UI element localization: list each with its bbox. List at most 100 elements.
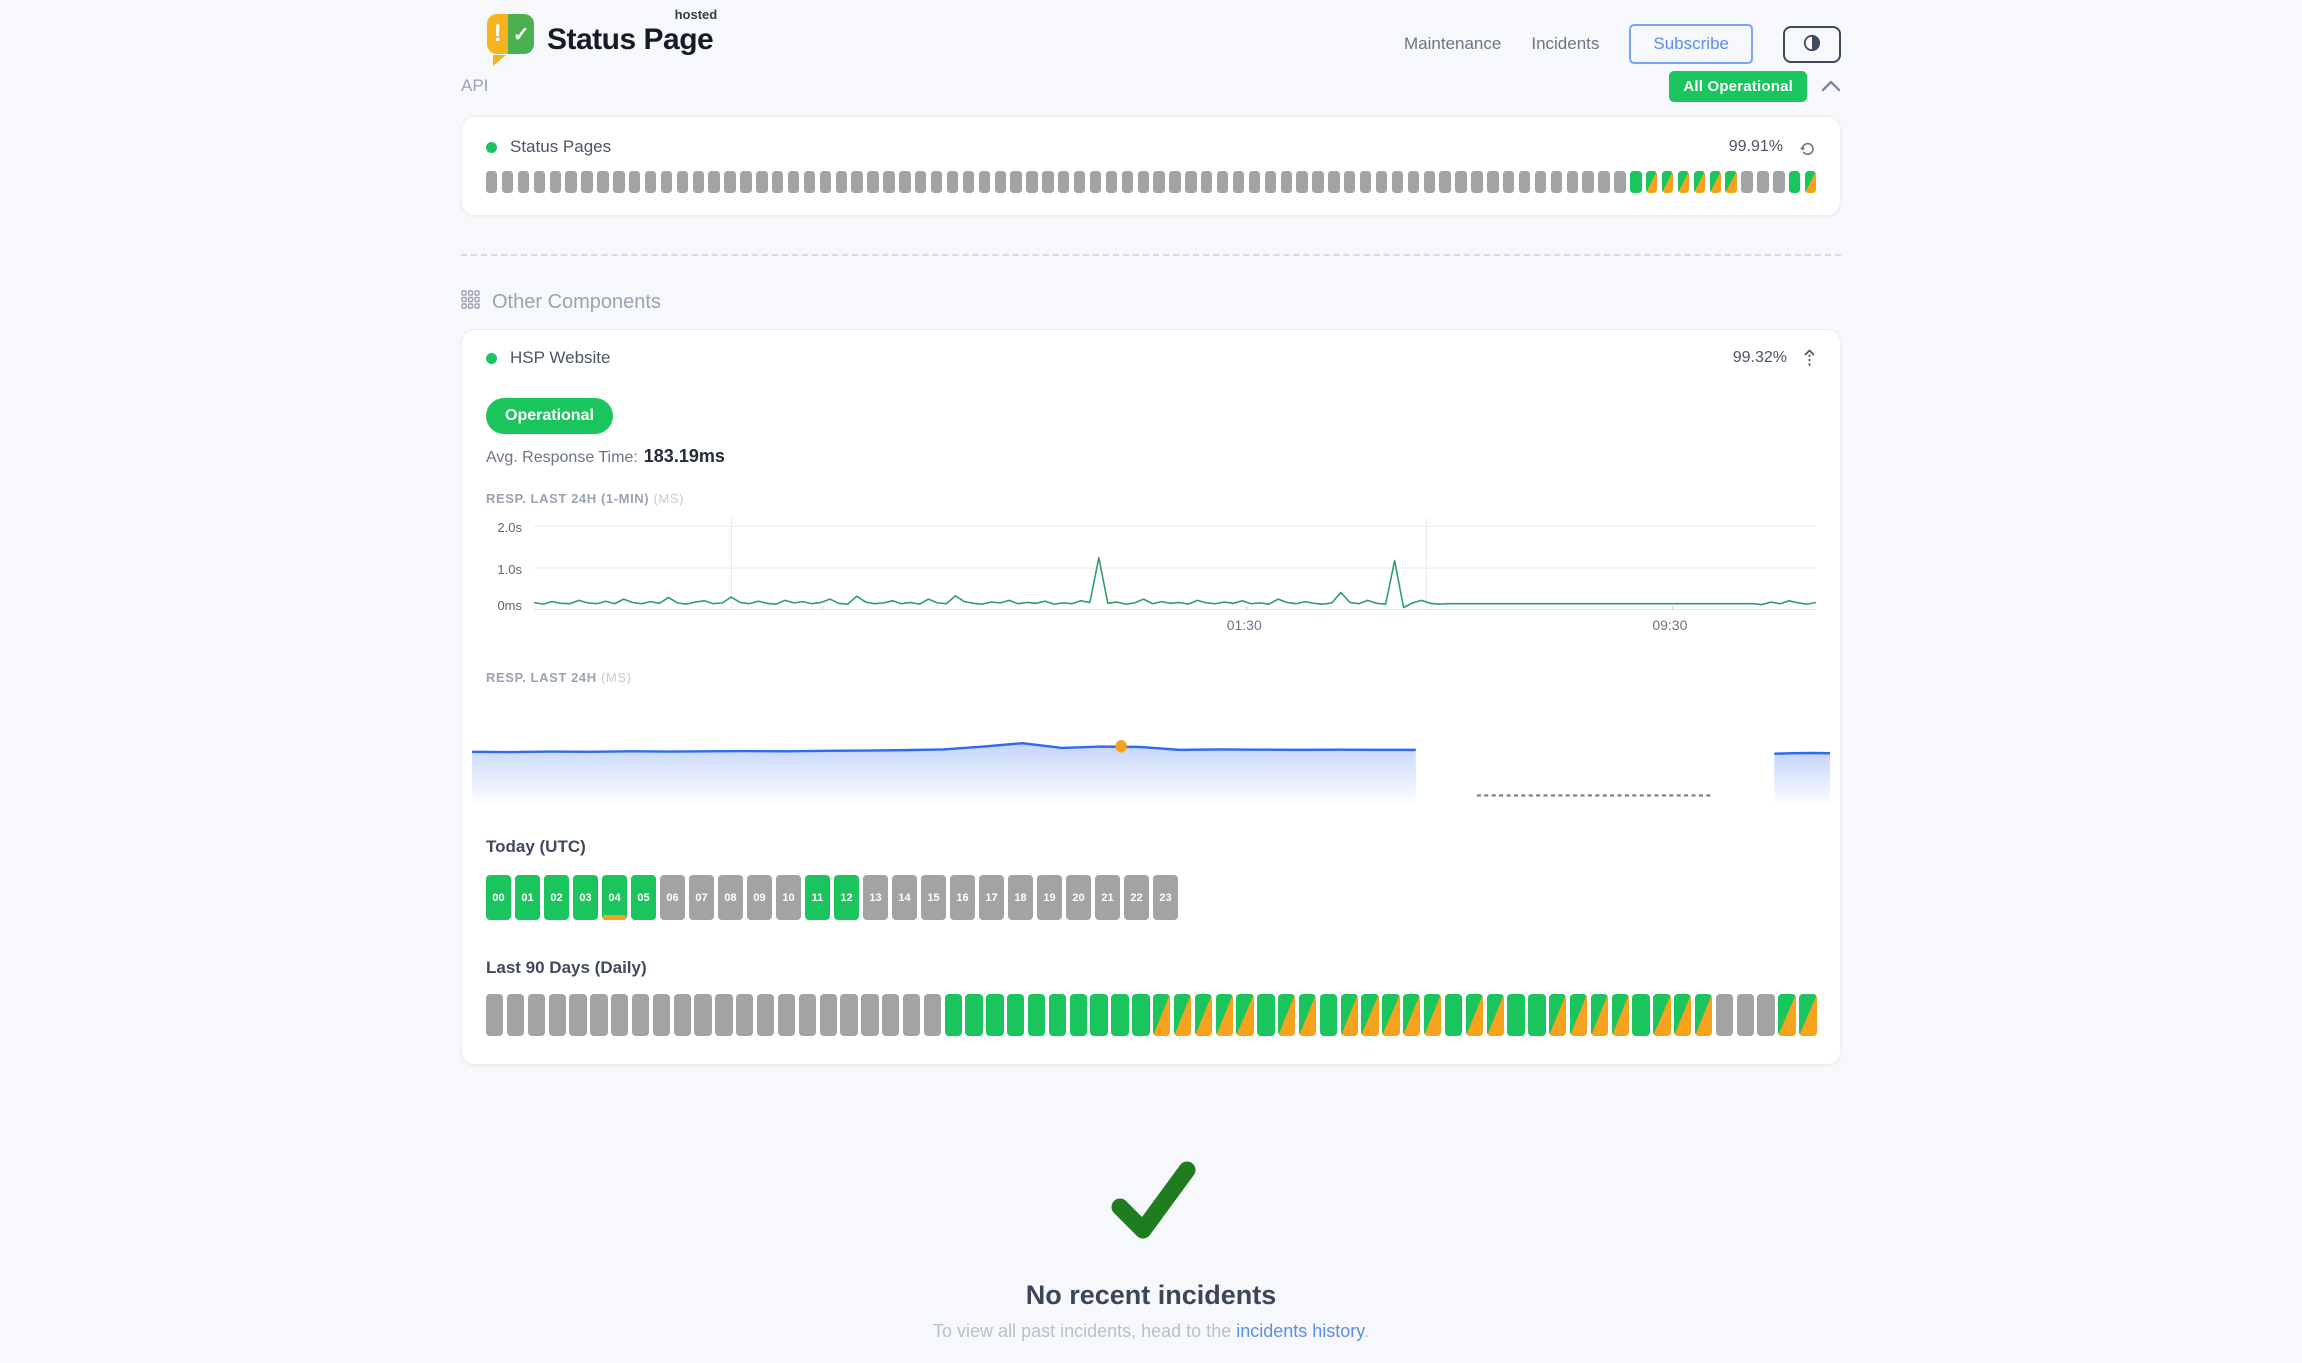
- chart-marker: [1115, 740, 1127, 753]
- uptime-bar: [835, 171, 847, 193]
- hour-cell: 08: [718, 875, 743, 920]
- arrow-up-icon[interactable]: [1803, 349, 1816, 368]
- uptime-bar: [1215, 994, 1233, 1036]
- uptime-bar: [899, 171, 911, 193]
- uptime-bar: [708, 171, 720, 193]
- response-trend-chart[interactable]: [472, 711, 1830, 807]
- uptime-bar: [1169, 171, 1181, 193]
- grid-icon: [461, 290, 480, 315]
- refresh-icon[interactable]: [1799, 139, 1816, 156]
- other-components-header: Other Components: [461, 290, 1841, 315]
- hsp-website-card: HSP Website 99.32% Operational Avg. Resp…: [461, 329, 1841, 1065]
- hour-cell: 13: [863, 875, 888, 920]
- uptime-bar: [694, 994, 712, 1036]
- uptime-bar: [1026, 171, 1038, 193]
- uptime-bar: [1382, 994, 1400, 1036]
- uptime-bar: [1185, 171, 1197, 193]
- hour-cell: 04: [602, 875, 627, 920]
- uptime-bar: [613, 171, 625, 193]
- page-container: ! ✓ Status Page hosted Maintenance Incid…: [461, 0, 1841, 1342]
- operational-status-badge: Operational: [486, 398, 613, 434]
- uptime-bar: [501, 171, 514, 193]
- today-hour-strip: 00 01 02 03 04 05 06 07 08 09 10 11 12 13 14 15 16 17 18 19…: [486, 875, 1816, 920]
- uptime-bar: [946, 171, 959, 193]
- uptime-bar: [548, 994, 566, 1036]
- uptime-bars-90d: [486, 994, 1817, 1036]
- no-incidents-title: No recent incidents: [1025, 1280, 1277, 1310]
- uptime-bar: [1278, 994, 1296, 1036]
- nav-incidents[interactable]: Incidents: [1531, 34, 1600, 53]
- component-row: Status Pages 99.91%: [486, 137, 1816, 157]
- chart1-plot-area[interactable]: [534, 518, 1816, 610]
- collapse-chevron-up-icon[interactable]: [1821, 80, 1841, 92]
- header-nav: Maintenance Incidents Subscribe: [1404, 24, 1841, 64]
- uptime-bar: [1471, 171, 1483, 193]
- chart1-x-axis: 01:30 09:30: [534, 610, 1816, 634]
- uptime-bar: [965, 994, 983, 1036]
- hour-cell: 19: [1037, 875, 1062, 920]
- uptime-bar: [1236, 994, 1254, 1036]
- subscribe-button[interactable]: Subscribe: [1629, 24, 1753, 64]
- uptime-bar: [803, 171, 816, 193]
- hour-cell: 09: [747, 875, 772, 920]
- uptime-bar: [1153, 994, 1171, 1036]
- uptime-bar: [1173, 994, 1192, 1036]
- logo-check-icon: ✓: [508, 14, 534, 54]
- uptime-bar: [486, 171, 498, 193]
- uptime-bar: [1423, 171, 1435, 193]
- uptime-bar: [1121, 171, 1134, 193]
- hour-cell: 22: [1124, 875, 1149, 920]
- uptime-bar: [1375, 171, 1388, 193]
- uptime-bar: [740, 171, 752, 193]
- hour-cell: 05: [631, 875, 656, 920]
- history-suffix: .: [1363, 1321, 1369, 1341]
- uptime-bar: [736, 994, 754, 1036]
- theme-toggle-button[interactable]: [1783, 25, 1841, 63]
- uptime-bar: [1296, 171, 1308, 193]
- uptime-bar: [1089, 171, 1102, 193]
- header: ! ✓ Status Page hosted Maintenance Incid…: [461, 7, 1841, 66]
- uptime-bar: [962, 171, 975, 193]
- uptime-bar: [1757, 994, 1775, 1036]
- component-uptime: 99.91%: [1729, 138, 1816, 156]
- uptime-bar: [1773, 171, 1785, 193]
- uptime-bar: [1232, 171, 1245, 193]
- uptime-bar: [930, 171, 943, 193]
- uptime-bar: [1319, 994, 1338, 1036]
- uptime-bar: [1804, 171, 1817, 193]
- uptime-bar: [1507, 994, 1525, 1036]
- component-label: HSP Website: [510, 348, 611, 367]
- dashed-divider: [461, 254, 1841, 256]
- uptime-bar: [1455, 171, 1467, 193]
- uptime-bar: [1359, 171, 1372, 193]
- uptime-bar: [533, 171, 546, 193]
- uptime-bar: [1632, 994, 1650, 1036]
- uptime-bar: [1736, 994, 1754, 1036]
- uptime-bar: [629, 171, 641, 193]
- uptime-bar: [1582, 171, 1594, 193]
- uptime-bar: [1465, 994, 1483, 1036]
- hour-cell: 07: [689, 875, 714, 920]
- uptime-bar: [1201, 171, 1213, 193]
- uptime-bar: [652, 994, 671, 1036]
- uptime-bar: [517, 171, 530, 193]
- hour-cell: 01: [515, 875, 540, 920]
- today-utc-label: Today (UTC): [486, 837, 586, 856]
- history-prefix: To view all past incidents, head to the: [933, 1321, 1237, 1341]
- uptime-bar: [1757, 171, 1769, 193]
- uptime-bar: [1312, 171, 1324, 193]
- uptime-bar: [1280, 171, 1292, 193]
- hour-cell: 10: [776, 875, 801, 920]
- hour-cell: 02: [544, 875, 569, 920]
- uptime-bar: [1598, 171, 1610, 193]
- uptime-bar: [597, 171, 609, 193]
- nav-maintenance[interactable]: Maintenance: [1404, 34, 1502, 53]
- hour-cell: 14: [892, 875, 917, 920]
- contrast-icon: [1802, 33, 1822, 56]
- uptime-bar: [644, 171, 657, 193]
- uptime-bar: [1361, 994, 1379, 1036]
- last-90-days-label: Last 90 Days (Daily): [486, 958, 647, 977]
- incidents-history-link[interactable]: incidents history: [1236, 1321, 1364, 1341]
- uptime-bars-api: [486, 171, 1817, 193]
- brand-text: Status Page: [547, 23, 714, 56]
